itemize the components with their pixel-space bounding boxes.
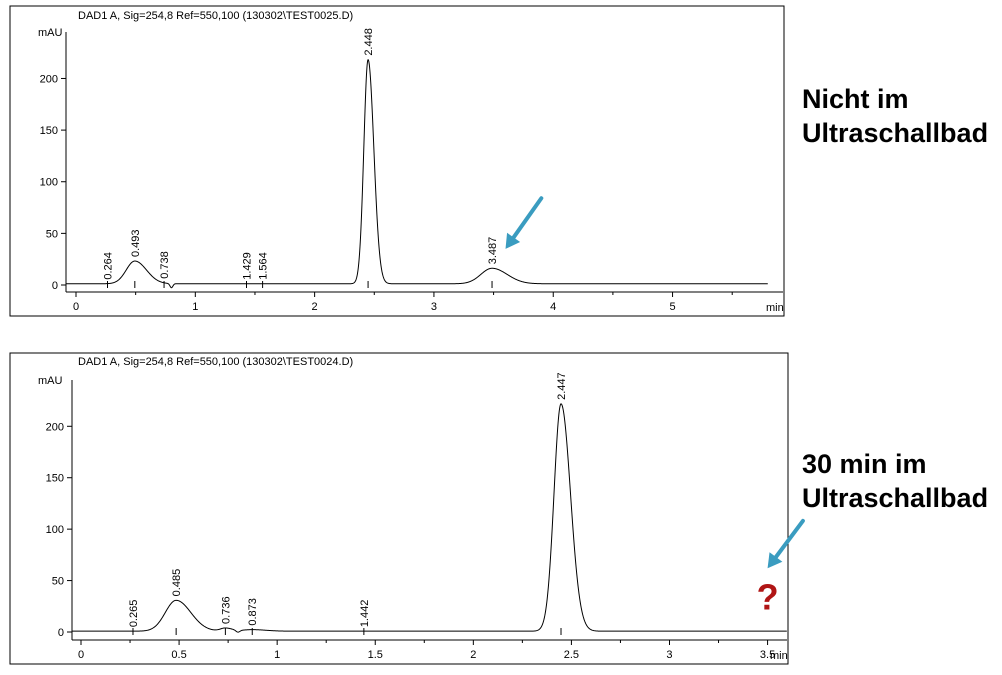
chromatogram-trace	[72, 403, 787, 633]
y-ticks: 0 50 100 150 200	[40, 73, 66, 292]
peak-label: 0.485	[171, 569, 183, 597]
peak-label: 1.442	[359, 600, 371, 628]
peak-label: 0.265	[128, 600, 140, 628]
label-top-line2: Ultraschallbad	[802, 118, 989, 148]
x-tick-label: 3.5	[760, 649, 775, 661]
peak-label: 0.738	[159, 251, 171, 279]
label-bottom-line1: 30 min im	[802, 449, 927, 479]
peak-label: 0.873	[247, 598, 259, 626]
x-ticks: 0 1 2 3 4 5	[73, 292, 733, 313]
y-axis-unit: mAU	[38, 27, 63, 39]
y-tick-label: 150	[40, 125, 58, 137]
chromatogram-top: DAD1 A, Sig=254,8 Ref=550,100 (130302\TE…	[9, 5, 785, 317]
question-mark: ?	[757, 576, 779, 617]
y-tick-label: 200	[46, 421, 64, 433]
peak-label: 0.264	[102, 252, 114, 280]
y-ticks: 0 50 100 150 200	[46, 421, 72, 639]
label-bottom: 30 min im Ultraschallbad	[802, 447, 988, 515]
peak-label: 2.448	[363, 28, 375, 56]
peak-labels: 0.264 0.493 0.738 1.429 1.564 2.448 3.487	[102, 28, 499, 288]
x-tick-label: 1.5	[368, 649, 383, 661]
chart-frame	[9, 5, 785, 317]
chromatogram-bottom: DAD1 A, Sig=254,8 Ref=550,100 (130302\TE…	[9, 352, 805, 665]
x-tick-label: 0.5	[171, 649, 186, 661]
peak-label: 1.564	[258, 252, 270, 280]
y-tick-label: 50	[52, 576, 64, 588]
x-tick-label: 1	[192, 301, 198, 313]
chromatogram-trace	[66, 58, 768, 289]
chart-frame	[9, 352, 789, 665]
peak-labels: 0.265 0.485 0.736 0.873 1.442 2.447	[128, 372, 568, 635]
annotation-arrowhead	[767, 552, 783, 569]
label-top-line1: Nicht im	[802, 84, 909, 114]
x-tick-label: 3	[666, 649, 672, 661]
peak-label: 0.493	[130, 230, 142, 258]
chart-header: DAD1 A, Sig=254,8 Ref=550,100 (130302\TE…	[78, 356, 353, 368]
x-tick-label: 4	[550, 301, 556, 313]
x-tick-label: 2.5	[564, 649, 579, 661]
x-tick-label: 0	[73, 301, 79, 313]
x-axis-unit: min	[770, 650, 788, 662]
annotation-arrow	[773, 518, 805, 560]
x-tick-label: 0	[78, 649, 84, 661]
y-tick-label: 100	[46, 524, 64, 536]
y-tick-label: 150	[46, 473, 64, 485]
x-tick-label: 2	[470, 649, 476, 661]
peak-label: 1.429	[241, 252, 253, 280]
y-axis-unit: mAU	[38, 375, 63, 387]
x-axis-unit: min	[766, 302, 784, 314]
label-top: Nicht im Ultraschallbad	[802, 82, 988, 150]
y-tick-label: 100	[40, 177, 58, 189]
x-tick-label: 1	[274, 649, 280, 661]
x-tick-label: 3	[431, 301, 437, 313]
label-bottom-line2: Ultraschallbad	[802, 483, 989, 513]
x-ticks: 0 0.5 1 1.5 2 2.5 3 3.5	[78, 640, 775, 661]
y-tick-label: 50	[46, 228, 58, 240]
annotation-arrowhead	[505, 232, 521, 249]
chart-header: DAD1 A, Sig=254,8 Ref=550,100 (130302\TE…	[78, 10, 353, 22]
y-tick-label: 200	[40, 73, 58, 85]
x-tick-label: 5	[669, 301, 675, 313]
peak-label: 0.736	[220, 596, 232, 624]
y-tick-label: 0	[58, 627, 64, 639]
y-tick-label: 0	[52, 280, 58, 292]
x-tick-label: 2	[312, 301, 318, 313]
peak-label: 3.487	[487, 237, 499, 265]
annotation-arrow	[511, 196, 544, 240]
peak-label: 2.447	[556, 372, 568, 400]
